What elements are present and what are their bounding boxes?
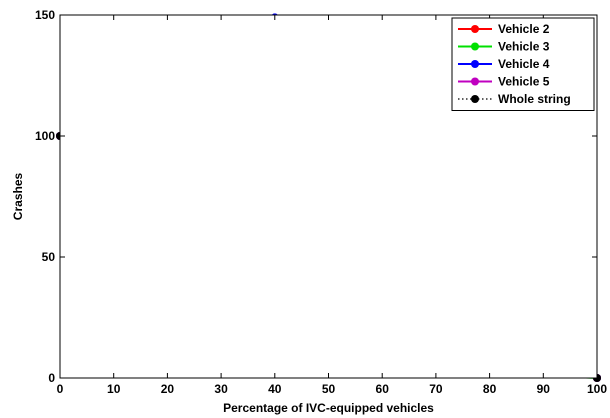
x-tick-label: 30 [214, 382, 228, 396]
x-tick-label: 60 [376, 382, 390, 396]
legend-marker-vehicle-4 [471, 60, 479, 68]
y-tick-label: 150 [35, 8, 55, 22]
legend-label-vehicle-3: Vehicle 3 [498, 40, 550, 54]
legend-label-vehicle-5: Vehicle 5 [498, 75, 550, 89]
x-tick-label: 20 [161, 382, 175, 396]
legend-label-whole-string: Whole string [498, 92, 571, 106]
x-tick-label: 90 [537, 382, 551, 396]
x-tick-label: 100 [587, 382, 607, 396]
x-tick-label: 10 [107, 382, 121, 396]
legend: Vehicle 2 Vehicle 3 Vehicle 4 Vehicle 5 Whol… [451, 17, 595, 111]
y-axis-title: Crashes [11, 173, 25, 221]
y-tick-label: 50 [42, 250, 56, 264]
legend-label-vehicle-4: Vehicle 4 [498, 57, 550, 71]
legend-marker-whole-string [471, 95, 479, 103]
y-tick-label: 100 [35, 129, 55, 143]
legend-marker-vehicle-3 [471, 42, 479, 51]
y-tick-label: 0 [48, 371, 55, 385]
x-axis-title: Percentage of IVC-equipped vehicles [223, 401, 434, 415]
legend-marker-vehicle-2 [471, 25, 479, 33]
x-tick-label: 50 [322, 382, 336, 396]
x-tick-label: 70 [429, 382, 443, 396]
x-tick-label: 40 [268, 382, 282, 396]
x-tick-label: 0 [57, 382, 64, 396]
x-tick-label: 80 [483, 382, 497, 396]
legend-label-vehicle-2: Vehicle 2 [498, 22, 550, 36]
legend-marker-vehicle-5 [471, 77, 479, 86]
